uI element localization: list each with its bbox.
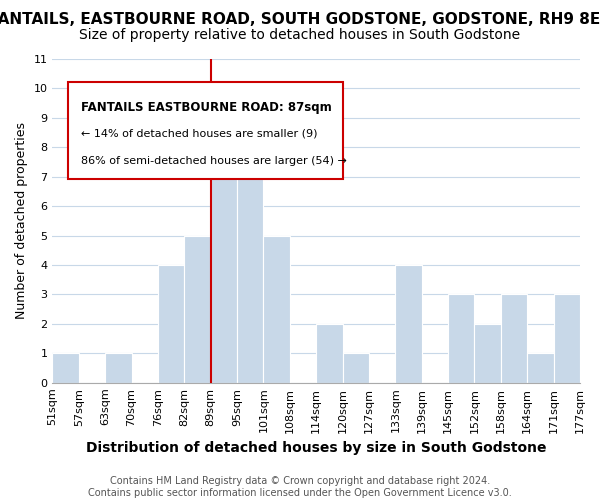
Bar: [211, 118, 237, 383]
Bar: [263, 236, 290, 383]
Bar: [237, 148, 263, 383]
Bar: [184, 236, 211, 383]
Text: ← 14% of detached houses are smaller (9): ← 14% of detached houses are smaller (9): [82, 128, 318, 138]
Bar: [316, 324, 343, 383]
Bar: [501, 294, 527, 383]
FancyBboxPatch shape: [68, 82, 343, 179]
X-axis label: Distribution of detached houses by size in South Godstone: Distribution of detached houses by size …: [86, 441, 547, 455]
Bar: [475, 324, 501, 383]
Bar: [158, 265, 184, 383]
Text: 86% of semi-detached houses are larger (54) →: 86% of semi-detached houses are larger (…: [82, 156, 347, 166]
Bar: [527, 354, 554, 383]
Text: FANTAILS EASTBOURNE ROAD: 87sqm: FANTAILS EASTBOURNE ROAD: 87sqm: [82, 101, 332, 114]
Bar: [343, 354, 369, 383]
Bar: [105, 354, 131, 383]
Bar: [554, 294, 580, 383]
Text: FANTAILS, EASTBOURNE ROAD, SOUTH GODSTONE, GODSTONE, RH9 8EY: FANTAILS, EASTBOURNE ROAD, SOUTH GODSTON…: [0, 12, 600, 28]
Bar: [52, 354, 79, 383]
Bar: [448, 294, 475, 383]
Bar: [395, 265, 422, 383]
Y-axis label: Number of detached properties: Number of detached properties: [15, 122, 28, 320]
Text: Contains HM Land Registry data © Crown copyright and database right 2024.
Contai: Contains HM Land Registry data © Crown c…: [88, 476, 512, 498]
Text: Size of property relative to detached houses in South Godstone: Size of property relative to detached ho…: [79, 28, 521, 42]
